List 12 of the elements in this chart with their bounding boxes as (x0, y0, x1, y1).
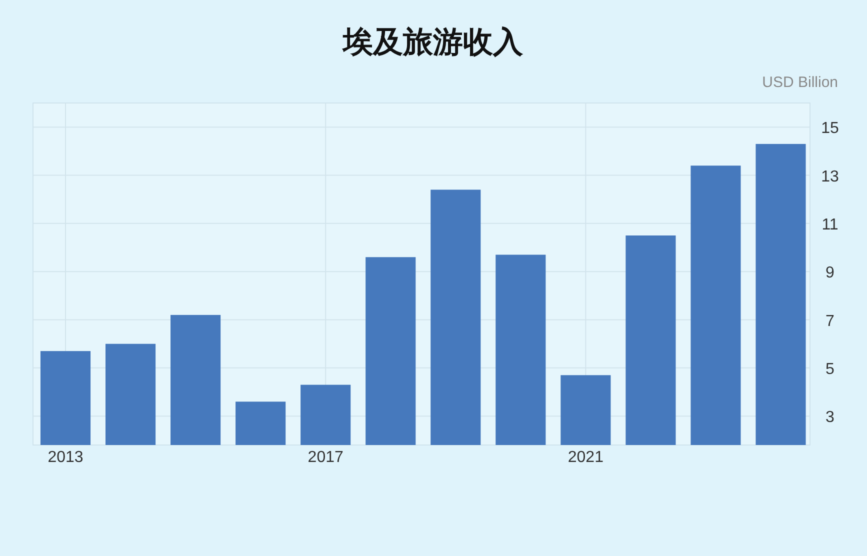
y-tick-label: 7 (826, 312, 835, 330)
y-tick-label: 5 (826, 360, 835, 378)
x-tick-label: 2021 (568, 449, 604, 466)
y-tick-label: 11 (822, 216, 838, 234)
y-tick-label: 3 (826, 409, 835, 426)
chart-title: 埃及旅游收入 (341, 26, 524, 59)
x-tick-label: 2013 (48, 449, 84, 466)
y-tick-label: 15 (821, 120, 839, 138)
y-tick-label: 9 (826, 264, 835, 282)
x-tick-label: 2017 (308, 449, 344, 466)
y-axis-title: USD Billion (762, 74, 838, 91)
y-tick-label: 13 (821, 168, 839, 186)
